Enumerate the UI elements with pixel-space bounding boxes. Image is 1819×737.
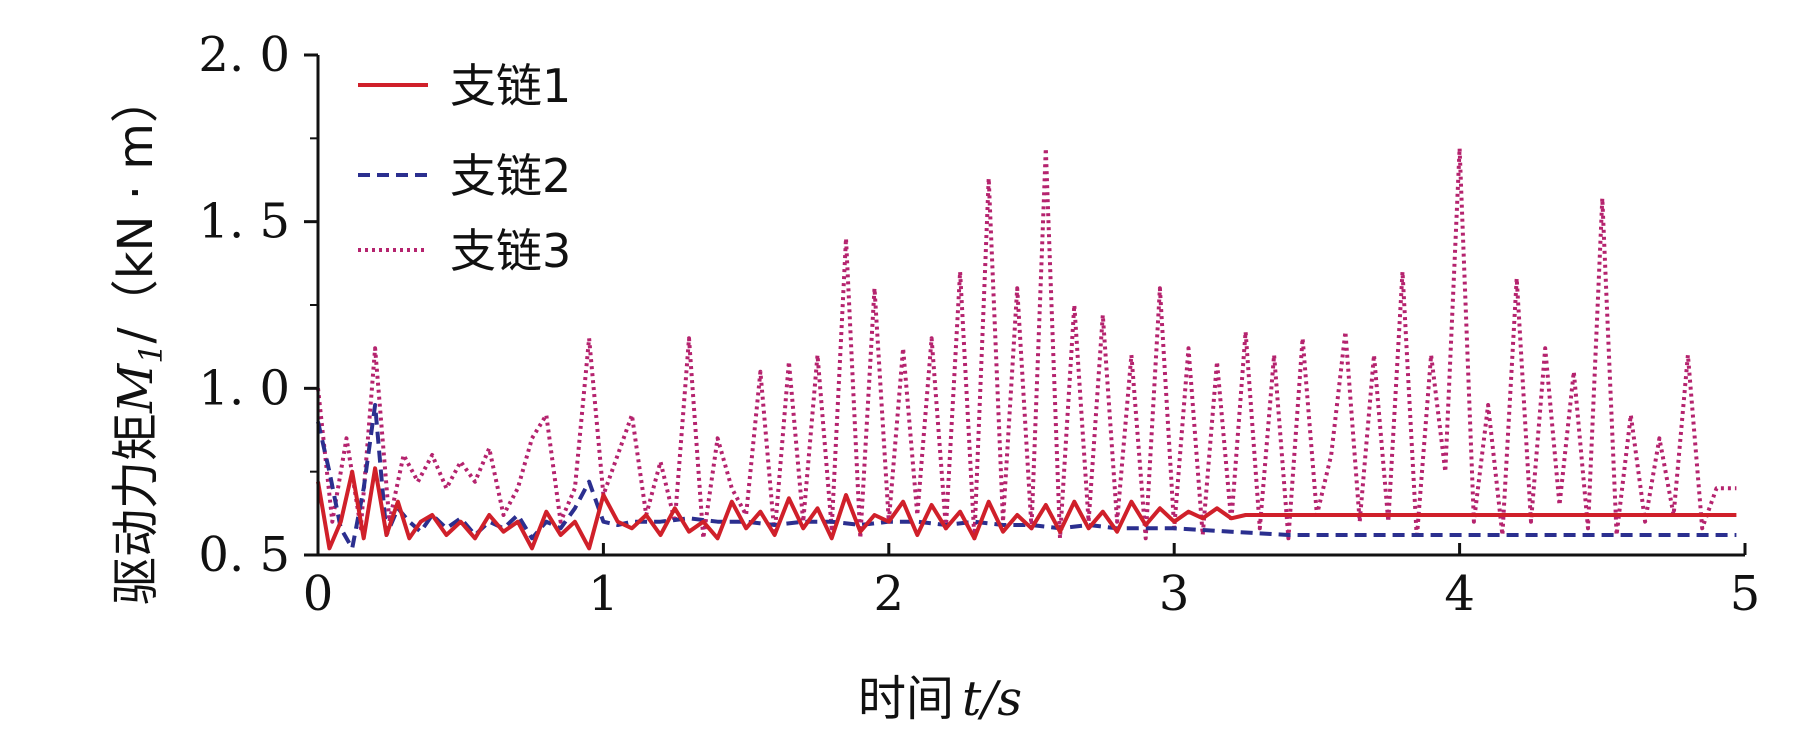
x-tick-label: 5: [1730, 566, 1761, 622]
x-tick-label: 4: [1444, 566, 1475, 622]
x-tick-label: 1: [588, 566, 619, 622]
x-axis-title: 时间 t/s: [858, 671, 1022, 727]
y-axis-title: 驱动力矩M1/（kN · m）: [108, 75, 170, 605]
x-tick-label: 2: [874, 566, 905, 622]
legend-label-series-2: 支链2: [450, 149, 571, 203]
y-axis-title-unit: /（kN · m）: [108, 75, 164, 343]
y-axis-title-var: M: [108, 362, 164, 414]
y-axis-title-prefix: 驱动力矩: [108, 413, 164, 605]
legend-label-series-1: 支链1: [450, 59, 571, 113]
legend: 支链1 支链2 支链3: [358, 59, 571, 278]
y-tick-label: 2. 0: [198, 27, 290, 83]
series-line-3: [316, 146, 1737, 541]
y-tick-label: 0. 5: [198, 527, 290, 583]
ticks-layer: 0 1 2 3 4 5 0. 5 1. 0 1. 5 2. 0: [198, 27, 1760, 622]
y-tick-label: 1. 5: [198, 194, 290, 250]
series-layer: [316, 146, 1737, 551]
y-tick-label: 1. 0: [198, 360, 290, 416]
y-axis-title-sub: 1: [132, 343, 170, 363]
x-tick-label: 0: [303, 566, 334, 622]
series-line-1: [316, 466, 1737, 551]
legend-label-series-3: 支链3: [450, 224, 571, 278]
x-axis-title-var: t: [962, 671, 982, 727]
x-axis-title-prefix: 时间: [858, 671, 954, 727]
x-tick-label: 3: [1159, 566, 1190, 622]
x-axis-title-unit: /s: [977, 671, 1022, 727]
